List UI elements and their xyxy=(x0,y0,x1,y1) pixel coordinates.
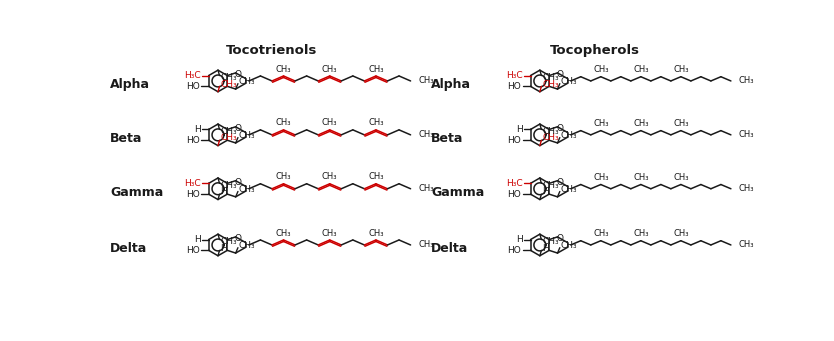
Text: Delta: Delta xyxy=(110,242,148,255)
Text: CH₃: CH₃ xyxy=(368,228,384,238)
Text: HO: HO xyxy=(186,136,199,145)
Text: O: O xyxy=(234,178,242,187)
Text: Alpha: Alpha xyxy=(431,78,471,91)
Text: H: H xyxy=(516,235,523,244)
Text: CH₃: CH₃ xyxy=(276,228,291,238)
Text: O: O xyxy=(556,124,564,133)
Text: CH₃: CH₃ xyxy=(633,65,649,74)
Text: H: H xyxy=(220,187,227,196)
Text: CH₃: CH₃ xyxy=(239,184,255,194)
Text: CH₃: CH₃ xyxy=(673,65,689,74)
Text: O: O xyxy=(556,234,564,243)
Text: CH₃: CH₃ xyxy=(322,64,338,74)
Text: CH₃: CH₃ xyxy=(633,173,649,182)
Text: CH₃: CH₃ xyxy=(220,79,237,89)
Text: HO: HO xyxy=(186,246,199,255)
Text: HO: HO xyxy=(186,82,199,91)
Text: CH₃: CH₃ xyxy=(542,181,559,190)
Text: HO: HO xyxy=(186,190,199,199)
Text: Gamma: Gamma xyxy=(110,186,163,199)
Text: CH₃: CH₃ xyxy=(633,229,649,238)
Text: H: H xyxy=(542,243,549,253)
Text: H₃C: H₃C xyxy=(184,71,201,80)
Text: CH₃: CH₃ xyxy=(322,228,338,238)
Text: CH₃: CH₃ xyxy=(593,173,609,182)
Text: CH₃: CH₃ xyxy=(276,64,291,74)
Text: CH₃: CH₃ xyxy=(739,76,754,86)
Text: CH₃: CH₃ xyxy=(220,237,237,247)
Text: Gamma: Gamma xyxy=(431,186,485,199)
Text: CH₃: CH₃ xyxy=(739,184,754,193)
Text: CH₃: CH₃ xyxy=(542,127,559,136)
Text: CH₃: CH₃ xyxy=(419,76,434,86)
Text: CH₃: CH₃ xyxy=(673,229,689,238)
Text: H: H xyxy=(516,125,523,134)
Text: CH₃: CH₃ xyxy=(368,64,384,74)
Text: CH₃: CH₃ xyxy=(560,241,577,250)
Text: O: O xyxy=(556,70,564,79)
Text: HO: HO xyxy=(508,246,521,255)
Text: CH₃: CH₃ xyxy=(560,77,577,86)
Text: CH₃: CH₃ xyxy=(542,237,559,247)
Text: O: O xyxy=(234,124,242,133)
Text: Beta: Beta xyxy=(110,132,143,145)
Text: CH₃: CH₃ xyxy=(542,73,559,83)
Text: H₃C: H₃C xyxy=(506,71,523,80)
Text: O: O xyxy=(234,70,242,79)
Text: Alpha: Alpha xyxy=(110,78,150,91)
Text: H₃C: H₃C xyxy=(184,179,201,188)
Text: HO: HO xyxy=(508,136,521,145)
Text: CH₃: CH₃ xyxy=(220,127,237,136)
Text: H: H xyxy=(194,235,201,244)
Text: CH₃: CH₃ xyxy=(593,229,609,238)
Text: Tocotrienols: Tocotrienols xyxy=(226,44,318,57)
Text: H: H xyxy=(542,187,549,196)
Text: CH₃: CH₃ xyxy=(673,173,689,182)
Text: CH₃: CH₃ xyxy=(673,119,689,128)
Text: Delta: Delta xyxy=(431,242,469,255)
Text: Tocopherols: Tocopherols xyxy=(550,44,641,57)
Text: CH₃: CH₃ xyxy=(633,119,649,128)
Text: CH₃: CH₃ xyxy=(239,131,255,140)
Text: CH₃: CH₃ xyxy=(542,79,559,89)
Text: CH₃: CH₃ xyxy=(419,240,434,250)
Text: CH₃: CH₃ xyxy=(368,118,384,128)
Text: CH₃: CH₃ xyxy=(739,130,754,139)
Text: CH₃: CH₃ xyxy=(239,77,255,86)
Text: CH₃: CH₃ xyxy=(220,73,237,83)
Text: HO: HO xyxy=(508,190,521,199)
Text: CH₃: CH₃ xyxy=(560,131,577,140)
Text: CH₃: CH₃ xyxy=(368,172,384,181)
Text: Beta: Beta xyxy=(431,132,464,145)
Text: CH₃: CH₃ xyxy=(542,133,559,143)
Text: HO: HO xyxy=(508,82,521,91)
Text: O: O xyxy=(234,234,242,243)
Text: CH₃: CH₃ xyxy=(593,119,609,128)
Text: CH₃: CH₃ xyxy=(419,130,434,139)
Text: CH₃: CH₃ xyxy=(276,118,291,128)
Text: CH₃: CH₃ xyxy=(220,133,237,143)
Text: O: O xyxy=(556,178,564,187)
Text: CH₃: CH₃ xyxy=(322,172,338,181)
Text: CH₃: CH₃ xyxy=(419,184,434,193)
Text: H: H xyxy=(194,125,201,134)
Text: CH₃: CH₃ xyxy=(276,172,291,181)
Text: CH₃: CH₃ xyxy=(593,65,609,74)
Text: CH₃: CH₃ xyxy=(239,241,255,250)
Text: CH₃: CH₃ xyxy=(560,184,577,194)
Text: H₃C: H₃C xyxy=(506,179,523,188)
Text: CH₃: CH₃ xyxy=(220,181,237,190)
Text: CH₃: CH₃ xyxy=(739,240,754,250)
Text: CH₃: CH₃ xyxy=(322,118,338,128)
Text: H: H xyxy=(220,243,227,253)
